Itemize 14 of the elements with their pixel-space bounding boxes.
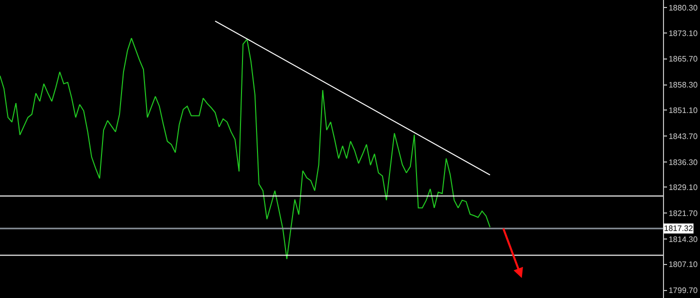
y-tick-label: 1836.30	[668, 158, 698, 167]
y-tick-label: 1807.10	[668, 260, 698, 270]
line-series	[0, 38, 491, 260]
y-tick-label: 1873.10	[668, 28, 698, 38]
y-tick-label: 1814.30	[668, 234, 698, 244]
y-tick-label: 1843.70	[668, 132, 698, 141]
ref-line-label: 1817.32	[664, 224, 694, 233]
y-tick-label: 1880.30	[668, 4, 698, 13]
y-tick-label: 1829.10	[668, 183, 698, 192]
y-tick-label: 1865.70	[668, 54, 698, 64]
y-tick-label: 1858.30	[668, 80, 698, 90]
y-tick-label: 1821.70	[668, 208, 698, 218]
y-tick-label: 1851.10	[668, 106, 698, 115]
y-tick-label: 1799.70	[668, 286, 698, 296]
